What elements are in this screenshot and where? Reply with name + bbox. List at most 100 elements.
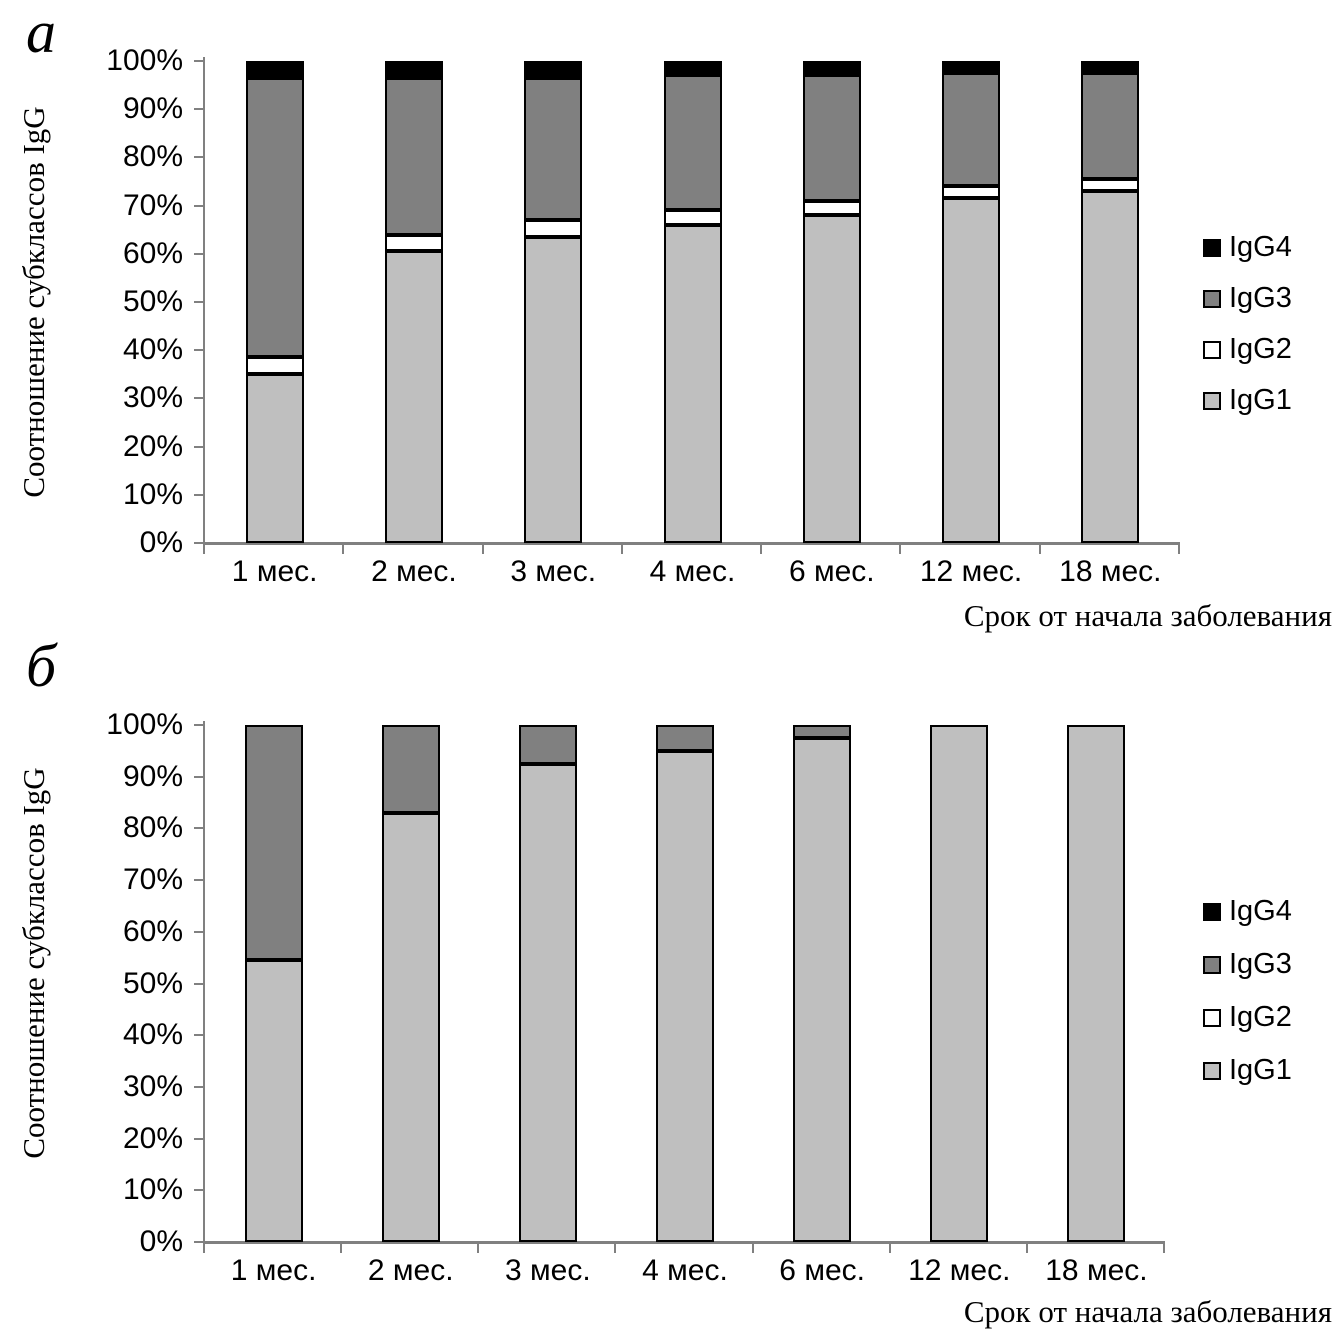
y-tick-mark [194,60,203,62]
x-tick-mark [1163,1244,1165,1253]
legend-swatch-igg3 [1203,289,1221,308]
category-label: 6 мес. [788,555,875,588]
bar-segment-igg4 [524,61,583,78]
bar-segment-igg4 [942,61,1001,74]
y-tick-label: 70% [122,863,183,897]
category-label: 4 мес. [642,1254,728,1287]
legend-swatch-igg3 [1203,955,1221,974]
bar-segment-igg4 [384,61,443,78]
legend-item-igg3: IgG3 [1203,950,1292,979]
category-label: 1 мес. [230,1254,317,1287]
category-label: 3 мес. [510,555,597,588]
bar-segment-igg1 [518,763,577,1242]
y-tick-mark [194,108,203,111]
legend-swatch-igg2 [1203,1008,1221,1027]
bar-segment-igg4 [1081,61,1140,74]
legend-swatch-igg1 [1203,1061,1221,1080]
category-label: 18 мес. [1059,555,1162,588]
bar-segment-igg1 [381,812,440,1242]
legend-item-igg1: IgG1 [1203,386,1292,415]
y-tick-label: 90% [122,92,183,126]
y-tick-label: 40% [122,1018,183,1052]
y-tick-label: 80% [122,140,183,174]
category-label: 4 мес. [649,555,736,588]
bar-segment-igg1 [244,960,303,1242]
y-tick-label: 60% [122,914,183,948]
y-tick-mark [194,1137,203,1140]
bar-segment-igg2 [384,234,443,252]
y-tick-label: 30% [122,381,183,415]
x-tick-mark [203,1244,205,1253]
bar-segment-igg1 [524,236,583,543]
y-tick-label: 50% [122,966,183,1000]
legend-item-igg4: IgG4 [1203,233,1292,262]
legend-item-igg1: IgG1 [1203,1056,1292,1085]
x-tick-mark [899,545,902,554]
y-tick-label: 100% [106,44,183,77]
bar-segment-igg1 [930,725,989,1242]
bar-segment-igg3 [524,77,583,221]
panel-a-y-axis-title: Соотношение субклассов IgG [16,106,51,498]
y-tick-label: 50% [122,285,183,318]
y-tick-label: 70% [122,188,183,222]
x-tick-mark [481,545,484,554]
y-tick-label: 0% [139,1225,183,1258]
legend-label: IgG2 [1229,333,1292,365]
y-tick-label: 60% [122,236,183,270]
y-axis-line [203,721,205,1253]
y-tick-mark [194,1034,203,1037]
y-tick-mark [194,1085,203,1088]
bar-segment-igg1 [663,224,722,543]
bar-segment-igg3 [656,725,714,751]
y-tick-mark [194,493,203,496]
y-tick-label: 20% [122,1121,183,1155]
bar-segment-igg3 [518,725,577,764]
y-tick-mark [194,827,203,830]
bar-segment-igg2 [245,357,304,375]
bar-segment-igg1 [656,750,714,1242]
legend-item-igg2: IgG2 [1203,335,1292,364]
x-tick-mark [760,545,763,554]
y-tick-label: 10% [122,1173,183,1207]
y-tick-label: 10% [122,477,183,511]
bar-segment-igg3 [245,77,304,358]
y-tick-mark [194,724,203,726]
x-tick-mark [477,1244,480,1253]
y-tick-mark [194,204,203,207]
panel-a-x-axis-title: Срок от начала заболевания [963,598,1332,633]
x-tick-mark [203,545,205,554]
bar-segment-igg2 [942,186,1001,199]
bar-segment-igg1 [245,374,304,543]
category-label: 12 мес. [908,1254,1011,1287]
category-label: 2 мес. [367,1254,454,1287]
legend-item-igg3: IgG3 [1203,284,1292,313]
legend-swatch-igg1 [1203,391,1221,410]
category-label: 1 мес. [231,555,318,588]
legend-swatch-igg4 [1203,238,1221,257]
legend-label: IgG1 [1229,1054,1292,1086]
y-tick-mark [194,156,203,159]
bar-segment-igg3 [1081,73,1140,180]
category-label: 2 мес. [371,555,457,588]
y-tick-mark [194,349,203,352]
y-tick-label: 0% [139,526,183,559]
y-tick-label: 40% [122,333,183,367]
y-tick-mark [194,301,203,303]
y-tick-mark [194,397,203,400]
bar-segment-igg3 [663,75,722,211]
legend-item-igg4: IgG4 [1203,897,1292,926]
legend-label: IgG3 [1229,282,1292,314]
legend-label: IgG3 [1229,948,1292,980]
bar-segment-igg4 [802,61,861,76]
bar-segment-igg2 [524,220,583,237]
bar-segment-igg1 [802,215,861,543]
bar-segment-igg1 [793,737,852,1242]
x-tick-mark [1178,545,1180,554]
legend-label: IgG2 [1229,1001,1292,1033]
x-tick-mark [614,1244,617,1253]
panel-b-y-axis-title: Соотношение субклассов IgG [16,767,51,1159]
category-label: 3 мес. [505,1254,591,1287]
x-axis-line [203,542,1180,545]
y-tick-label: 90% [122,759,183,793]
bar-segment-igg2 [1081,179,1140,192]
